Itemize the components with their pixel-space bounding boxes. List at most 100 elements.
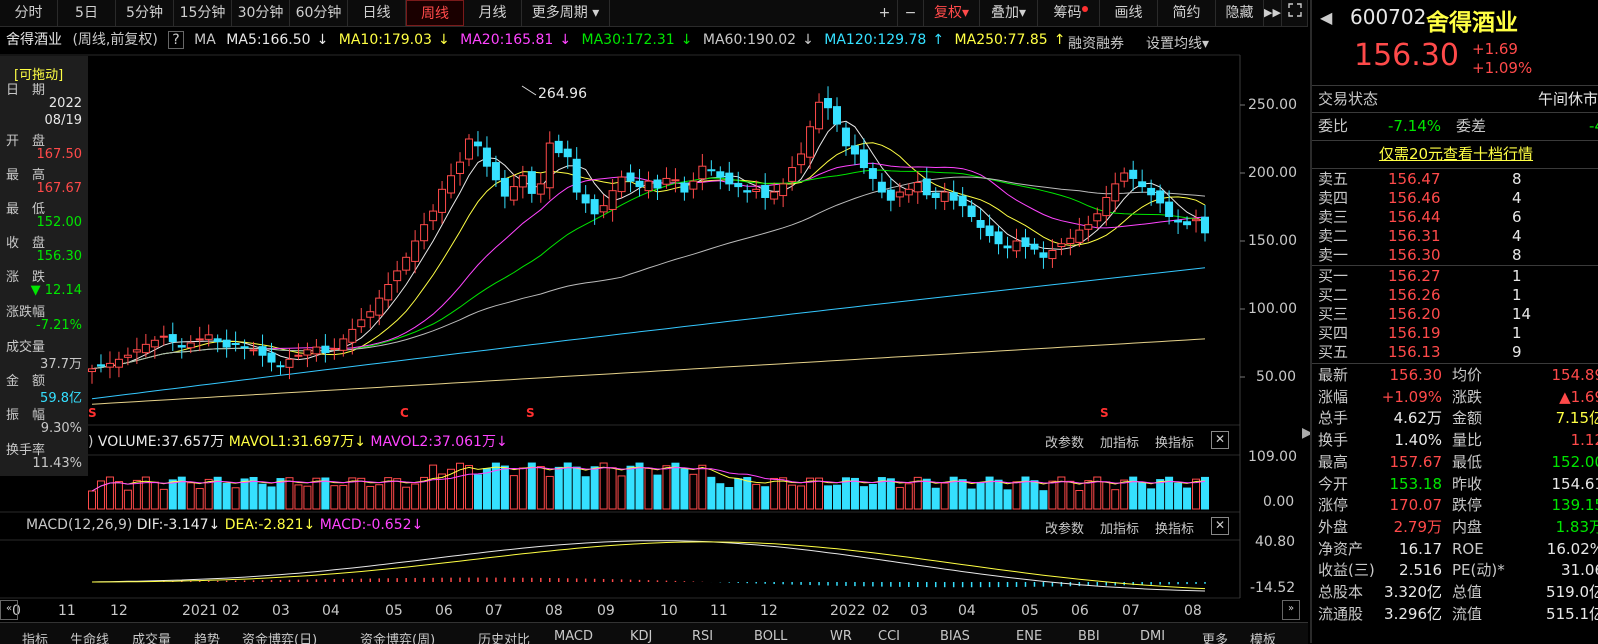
candle-body bbox=[699, 166, 706, 179]
sell-level-label: 卖三 bbox=[1318, 208, 1348, 227]
stat-value: 139.15 bbox=[1552, 494, 1598, 516]
vol-add-indicator-button[interactable]: 加指标 bbox=[1100, 432, 1139, 451]
event-marker[interactable]: S bbox=[88, 406, 97, 420]
candle-body bbox=[1103, 197, 1110, 215]
indicator-tab[interactable]: DMI bbox=[1140, 629, 1165, 644]
vol-close-icon[interactable]: ✕ bbox=[1211, 431, 1229, 449]
volume-bar bbox=[690, 474, 697, 509]
sell-level-label: 卖一 bbox=[1318, 246, 1348, 265]
volume-bar bbox=[627, 466, 634, 509]
vol-edit-params-button[interactable]: 改参数 bbox=[1045, 432, 1084, 451]
indicator-tab[interactable]: 历史对比 bbox=[478, 629, 530, 644]
kline-chart[interactable] bbox=[0, 0, 1308, 643]
crosshair-info-panel[interactable]: [可拖动] 日 期 2022 08/19 开 盘 167.50 最 高 167.… bbox=[0, 56, 88, 476]
trade-status-value: 午间休市 bbox=[1538, 88, 1598, 110]
macd-y-tick-min: -14.52 bbox=[1250, 580, 1295, 596]
sell-level-label: 卖二 bbox=[1318, 227, 1348, 246]
stat-label: 量比 bbox=[1452, 429, 1482, 451]
volume-bar bbox=[241, 479, 248, 509]
indicator-tab[interactable]: 指标 bbox=[22, 629, 48, 644]
vol-switch-indicator-button[interactable]: 换指标 bbox=[1155, 432, 1194, 451]
volume-bar bbox=[528, 463, 535, 509]
candle-body bbox=[331, 348, 338, 349]
indicator-tab[interactable]: 资金博弈(日) bbox=[242, 629, 317, 644]
candle-body bbox=[1121, 173, 1128, 181]
prev-stock-icon[interactable]: ◀ bbox=[1320, 8, 1332, 27]
macd-switch-indicator-button[interactable]: 换指标 bbox=[1155, 518, 1194, 537]
price-change: +1.69 bbox=[1472, 40, 1518, 58]
candle-body bbox=[645, 181, 652, 190]
macd-edit-params-button[interactable]: 改参数 bbox=[1045, 518, 1084, 537]
indicator-tab[interactable]: 资金博弈(周) bbox=[360, 629, 435, 644]
indicator-tab[interactable]: MACD bbox=[554, 629, 593, 644]
volume-bar bbox=[591, 467, 598, 509]
indicator-tab[interactable]: 成交量 bbox=[132, 629, 171, 644]
date-year: 2022 bbox=[49, 96, 82, 111]
indicator-tab[interactable]: WR bbox=[830, 629, 852, 644]
indicator-tab[interactable]: 模板 bbox=[1250, 629, 1276, 644]
stat-value: 170.07 bbox=[1390, 494, 1443, 516]
volume-bar bbox=[187, 483, 194, 509]
stat-label: 总值 bbox=[1452, 581, 1482, 603]
stat-value: 157.67 bbox=[1390, 451, 1443, 473]
indicator-tab[interactable]: BBI bbox=[1078, 629, 1100, 644]
volume-bar bbox=[789, 485, 796, 509]
level10-promo-link[interactable]: 仅需20元查看十档行情 bbox=[1312, 143, 1598, 165]
stat-label: 涨停 bbox=[1318, 494, 1348, 516]
indicator-tab[interactable]: BOLL bbox=[754, 629, 787, 644]
candle-body bbox=[950, 193, 957, 200]
stat-value: 2.516 bbox=[1399, 559, 1442, 581]
event-marker[interactable]: S bbox=[1100, 406, 1109, 420]
candle-body bbox=[439, 189, 446, 212]
macd-add-indicator-button[interactable]: 加指标 bbox=[1100, 518, 1139, 537]
stat-value: 16.02% bbox=[1547, 538, 1598, 560]
candle-body bbox=[780, 184, 787, 196]
volume-bar bbox=[753, 484, 760, 509]
indicator-tab[interactable]: 更多 bbox=[1202, 629, 1228, 644]
candle-body bbox=[1067, 238, 1074, 243]
stat-value: 154.61 bbox=[1552, 473, 1598, 495]
vol-y-tick-max: 109.00 bbox=[1248, 449, 1297, 465]
volume-bar bbox=[1085, 481, 1092, 509]
candle-body bbox=[403, 257, 410, 270]
indicator-tab[interactable]: KDJ bbox=[630, 629, 652, 644]
peak-price-label: 264.96 bbox=[538, 86, 587, 102]
volume-bar bbox=[196, 489, 203, 509]
indicator-tab[interactable]: CCI bbox=[878, 629, 900, 644]
candle-body bbox=[744, 191, 751, 192]
indicator-tab[interactable]: ENE bbox=[1016, 629, 1042, 644]
sell-level-label: 卖四 bbox=[1318, 189, 1348, 208]
candle-body bbox=[89, 369, 96, 372]
y-tick-250: 250.00 bbox=[1248, 97, 1297, 113]
indicator-tab[interactable]: RSI bbox=[692, 629, 713, 644]
indicator-tab[interactable]: 趋势 bbox=[194, 629, 220, 644]
candle-body bbox=[869, 169, 876, 179]
scroll-left-icon[interactable]: « bbox=[0, 600, 18, 620]
scroll-right-icon[interactable]: » bbox=[1282, 600, 1300, 620]
indicator-tab[interactable]: BIAS bbox=[940, 629, 970, 644]
event-marker[interactable]: C bbox=[400, 406, 409, 420]
macd-close-icon[interactable]: ✕ bbox=[1211, 517, 1229, 535]
event-marker[interactable]: S bbox=[526, 406, 535, 420]
quote-stats: 最新156.30均价154.89涨幅+1.09%涨跌▲1.69总手4.62万金额… bbox=[1312, 364, 1598, 626]
buy-volume: 1 bbox=[1512, 324, 1522, 343]
volume-bar bbox=[663, 466, 670, 509]
volume-bar bbox=[1121, 480, 1128, 509]
candle-body bbox=[1139, 182, 1146, 187]
indicator-tab[interactable]: 生命线 bbox=[70, 629, 109, 644]
time-axis-tick: 07 bbox=[1122, 603, 1140, 619]
buy-price: 156.13 bbox=[1388, 343, 1441, 362]
